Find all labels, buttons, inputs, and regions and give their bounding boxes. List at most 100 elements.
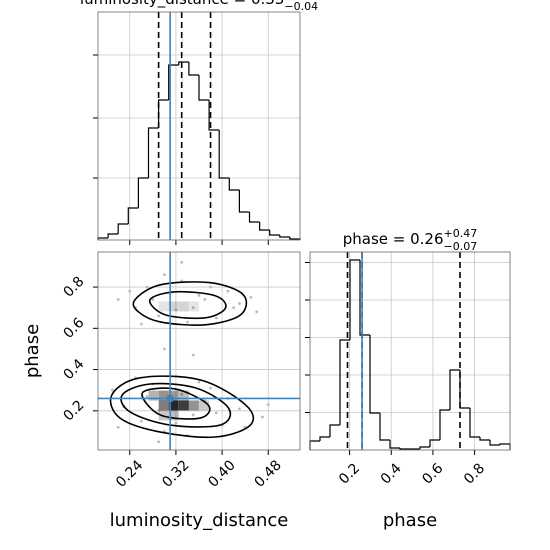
density-cell <box>168 400 179 411</box>
histogram-step <box>208 100 220 131</box>
histogram-step <box>499 443 511 450</box>
sample-point <box>191 413 195 417</box>
density-cell <box>158 301 169 312</box>
x-tick-label: 0.6 <box>419 460 446 487</box>
x-axis-label: luminosity_distance <box>110 510 289 531</box>
density-cell <box>168 390 179 401</box>
sample-point <box>249 295 253 299</box>
histogram-step <box>158 99 169 128</box>
sample-point <box>116 298 120 301</box>
sample-point <box>139 322 143 326</box>
sample-point <box>145 394 149 398</box>
histogram-step <box>107 233 119 238</box>
histogram-step <box>479 437 490 441</box>
chart-title: phase = 0.26+0.47 −0.07 <box>343 227 478 253</box>
density-cell <box>168 301 179 312</box>
histogram-step <box>439 409 450 440</box>
histogram-step <box>489 440 500 446</box>
histogram-step <box>147 127 159 178</box>
truth-point <box>166 394 175 403</box>
y-tick-label: 0.8 <box>60 274 87 301</box>
histogram-step <box>359 260 370 336</box>
histogram-step <box>349 259 360 340</box>
x-tick-label: 0.48 <box>252 457 285 490</box>
histogram-step <box>319 436 330 441</box>
histogram-step <box>469 408 480 438</box>
histogram-step <box>329 424 340 437</box>
sample-point <box>145 285 149 289</box>
histogram-step <box>218 130 230 179</box>
histogram-step <box>309 440 320 450</box>
sample-point <box>128 289 132 293</box>
y-tick-label: 0.6 <box>60 315 87 342</box>
density-cell <box>148 390 159 401</box>
histogram-step <box>339 339 350 425</box>
sample-point <box>232 306 236 310</box>
sample-point <box>214 316 218 320</box>
histogram-step <box>188 62 199 76</box>
sample-point <box>174 421 178 425</box>
sample-point <box>191 306 195 310</box>
histogram-step <box>429 439 440 447</box>
sample-point <box>162 273 166 277</box>
histogram-step <box>117 223 129 234</box>
x-tick-label: 0.40 <box>205 457 238 490</box>
sample-point <box>266 403 270 407</box>
title-sub: −0.07 <box>444 240 478 253</box>
sample-point <box>174 308 178 312</box>
title-main: luminosity_distance = 0.33 <box>80 0 284 9</box>
sample-point <box>191 353 195 357</box>
axes-frame <box>97 11 301 241</box>
histogram-step <box>369 335 380 414</box>
histogram-step <box>168 64 179 100</box>
histogram-step <box>279 235 290 238</box>
sample-point <box>209 386 212 390</box>
histogram-step <box>238 190 250 213</box>
sample-point <box>180 392 184 396</box>
y-tick-label: 0.2 <box>60 397 87 424</box>
x-tick-label: 0.32 <box>159 457 192 490</box>
contour <box>132 281 248 326</box>
x-tick-label: 0.2 <box>336 460 363 487</box>
sample-point <box>238 407 241 411</box>
sample-point <box>162 347 166 351</box>
density-cell <box>178 301 189 312</box>
title-sup: +0.47 <box>444 227 478 240</box>
sample-point <box>214 411 218 415</box>
histogram-step <box>449 369 460 410</box>
sample-point <box>157 440 161 444</box>
sample-point <box>255 310 259 314</box>
histogram-step <box>289 237 301 240</box>
histogram-step <box>399 448 410 450</box>
sample-point <box>209 285 212 289</box>
sample-point <box>186 320 189 324</box>
x-tick-label: 0.4 <box>378 460 405 487</box>
histogram-step <box>259 222 270 231</box>
axes-frame <box>97 251 301 451</box>
x-axis-label: phase <box>383 510 437 531</box>
sample-point <box>157 314 161 318</box>
density-cell <box>178 390 189 401</box>
density-cell <box>158 400 169 411</box>
contour <box>148 290 227 320</box>
contour <box>120 382 232 428</box>
title-sub: −0.04 <box>284 0 318 13</box>
sample-point <box>139 419 143 423</box>
histogram-step <box>389 440 400 449</box>
chart-title: luminosity_distance = 0.33+0.05−0.04 <box>80 0 318 13</box>
histogram-step <box>248 212 260 223</box>
density-cell <box>178 400 189 411</box>
y-tick-label: 0.4 <box>60 356 87 383</box>
sample-point <box>226 289 230 293</box>
histogram-step <box>379 413 390 441</box>
histogram-step <box>137 177 149 208</box>
histogram-step <box>269 230 280 236</box>
density-cell <box>168 410 179 421</box>
histogram-step <box>228 178 240 191</box>
density-cell <box>188 301 199 312</box>
sample-point <box>261 415 264 419</box>
title-main: phase = 0.26 <box>343 230 444 248</box>
axes-frame <box>309 251 511 451</box>
histogram-step <box>178 61 189 65</box>
